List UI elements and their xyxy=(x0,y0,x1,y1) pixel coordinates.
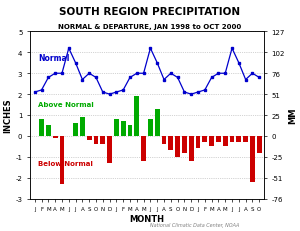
Bar xyxy=(202,136,207,143)
Bar xyxy=(209,136,214,147)
Bar xyxy=(73,124,78,136)
Text: Below Normal: Below Normal xyxy=(38,160,93,166)
Y-axis label: INCHES: INCHES xyxy=(4,98,13,133)
Bar xyxy=(107,136,112,163)
Y-axis label: MM: MM xyxy=(288,107,297,124)
Bar xyxy=(87,136,92,140)
Bar xyxy=(223,136,228,147)
Bar xyxy=(243,136,248,143)
Bar xyxy=(39,120,44,136)
Bar xyxy=(53,136,58,138)
X-axis label: MONTH: MONTH xyxy=(130,214,164,223)
Text: Above Normal: Above Normal xyxy=(38,101,94,107)
Bar xyxy=(148,120,153,136)
Bar xyxy=(141,136,146,161)
Text: NORMAL & DEPARTURE, JAN 1998 to OCT 2000: NORMAL & DEPARTURE, JAN 1998 to OCT 2000 xyxy=(58,24,242,30)
Bar xyxy=(80,118,85,136)
Bar xyxy=(100,136,105,145)
Bar xyxy=(128,126,132,136)
Bar xyxy=(196,136,200,149)
Bar xyxy=(155,109,160,136)
Bar xyxy=(189,136,194,161)
Bar xyxy=(168,136,173,151)
Bar xyxy=(46,126,51,136)
Bar xyxy=(257,136,262,153)
Bar xyxy=(216,136,221,143)
Bar xyxy=(162,136,167,145)
Bar xyxy=(182,136,187,153)
Text: SOUTH REGION PRECIPITATION: SOUTH REGION PRECIPITATION xyxy=(59,7,241,17)
Text: Normal: Normal xyxy=(38,54,70,63)
Bar xyxy=(250,136,255,182)
Bar xyxy=(236,136,241,143)
Bar xyxy=(60,136,64,184)
Bar xyxy=(175,136,180,157)
Bar xyxy=(94,136,98,145)
Bar xyxy=(134,97,139,136)
Bar xyxy=(114,120,119,136)
Text: National Climatic Data Center, NOAA: National Climatic Data Center, NOAA xyxy=(150,222,240,227)
Bar xyxy=(230,136,234,143)
Bar xyxy=(121,122,126,136)
